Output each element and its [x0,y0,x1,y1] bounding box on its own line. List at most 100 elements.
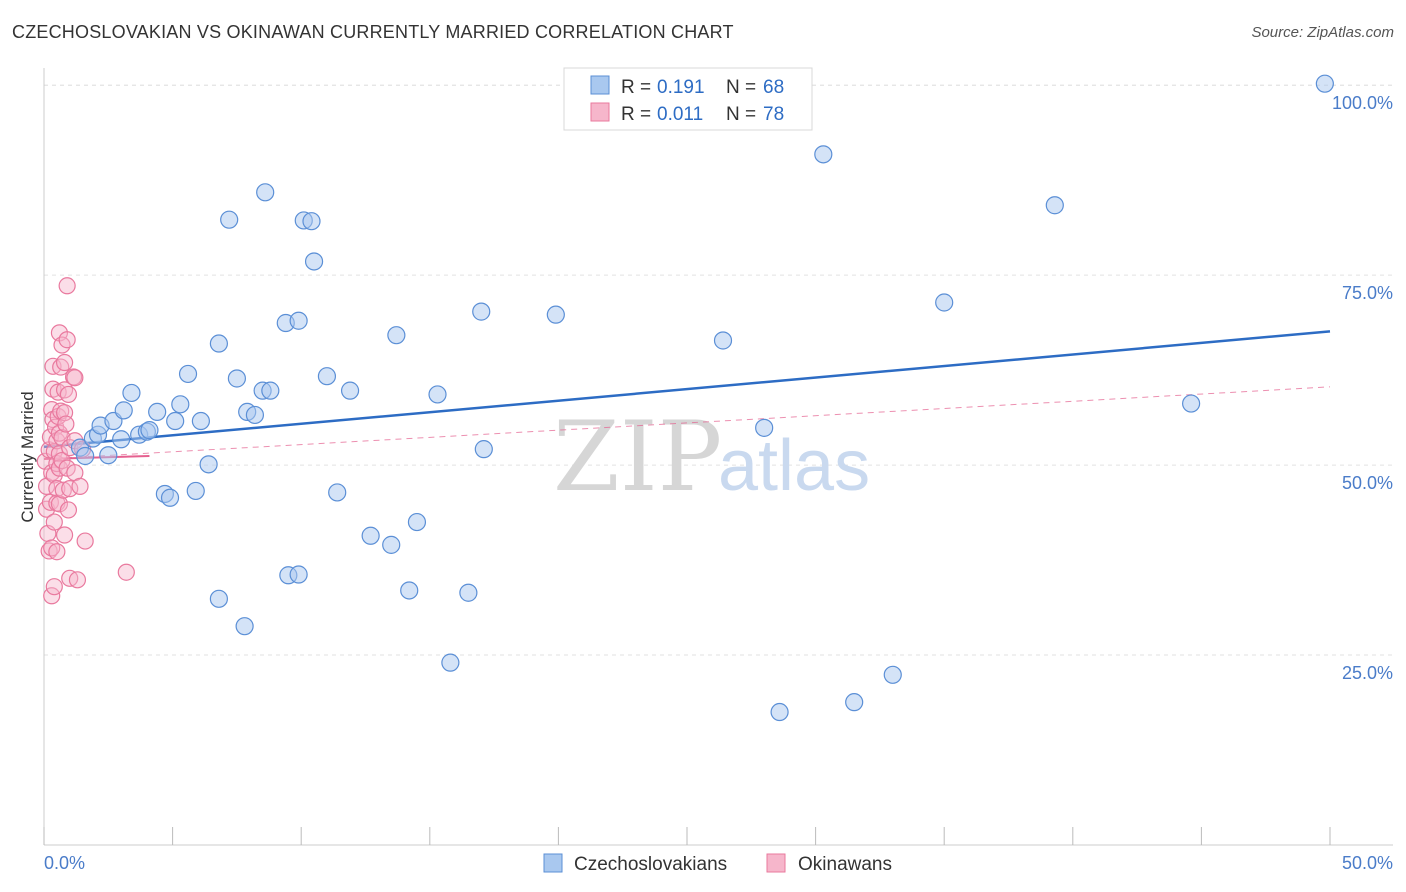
czechoslovakians-point-20 [191,411,210,431]
okinawans-point-54 [66,369,84,387]
y-tick-label-0: 25.0% [1342,663,1393,683]
czechoslovakians-point-5 [99,446,118,465]
legend-n-value-pink: 78 [763,104,784,125]
czechoslovakians-point-23 [209,589,228,608]
legend-r-label-blue: R = [621,77,651,98]
okinawans-point-51 [64,368,83,386]
series-legend-swatch-blue [543,853,563,873]
czechoslovakians-point-45 [400,581,419,600]
series-legend-label-blue: Czechoslovakians [574,854,727,875]
okinawans-point-28 [50,424,69,442]
czechoslovakians-point-1 [76,446,95,466]
okinawans-point-43 [58,331,76,349]
czechoslovakians-point-9 [122,383,141,403]
czechoslovakians-point-61 [1045,196,1064,215]
czechoslovakians-point-16 [166,411,185,431]
czechoslovakians-point-52 [546,305,565,324]
czechoslovakians-point-41 [340,381,360,400]
czechoslovakians-point-57 [814,145,833,164]
czechoslovakians-trend [43,330,1331,449]
czechoslovakians-point-18 [178,364,198,384]
czechoslovakians-point-17 [171,395,190,414]
czechoslovakians-point-62 [1182,394,1201,413]
czechoslovakians-point-51 [474,440,493,459]
czechoslovakians-point-50 [472,302,491,321]
czechoslovakians-point-24 [220,210,239,229]
okinawans-point-20 [48,454,66,473]
czechoslovakians-point-12 [140,421,159,440]
series-legend-swatch-pink [766,853,786,873]
czechoslovakians-point-47 [428,385,447,404]
czechoslovakians-point-22 [209,334,228,353]
czechoslovakians-points [70,74,1334,722]
czechoslovakians-point-48 [441,653,460,672]
czechoslovakians-point-26 [235,617,254,636]
okinawans-point-23 [48,543,66,561]
czechoslovakians-point-34 [289,565,308,584]
legend-n-label-blue: N = [726,77,756,98]
okinawans-point-49 [61,480,79,498]
watermark-zip: ZIP [553,401,722,513]
czechoslovakians-point-54 [713,331,733,350]
czechoslovakians-point-15 [160,488,180,507]
okinawans-point-42 [57,415,75,433]
okinawans-point-34 [53,336,71,354]
trend-lines [43,330,1331,461]
okinawans-point-17 [45,513,63,531]
okinawans-point-58 [76,532,94,550]
axes [43,68,1393,846]
okinawans-points [36,277,135,605]
czechoslovakians-point-55 [755,418,774,437]
czechoslovakians-point-19 [186,481,205,501]
correlation-legend: R = 0.191 N = 68 R = 0.011 N = 78 [563,67,813,131]
okinawans-point-59 [117,563,135,581]
czechoslovakians-point-56 [770,702,789,722]
czechoslovakians-point-58 [845,693,864,712]
czechoslovakians-point-39 [317,367,337,386]
okinawans-point-31 [50,495,69,513]
okinawans-trend [43,454,150,461]
czechoslovakians-point-43 [382,535,401,554]
y-tick-label-1: 50.0% [1342,473,1393,493]
x-tick-label-max: 50.0% [1342,853,1393,873]
y-tick-labels: 25.0% 50.0% 75.0% 100.0% [1332,93,1393,683]
okinawans-point-44 [58,277,76,295]
legend-swatch-blue [590,75,610,95]
czechoslovakians-point-38 [304,252,324,271]
legend-r-value-blue: 0.191 [657,77,705,98]
chart-title: CZECHOSLOVAKIAN VS OKINAWAN CURRENTLY MA… [12,22,734,42]
legend-n-value-blue: 68 [763,77,784,98]
czechoslovakians-point-30 [256,183,275,202]
czechoslovakians-point-7 [112,430,131,449]
watermark-atlas: atlas [718,426,870,506]
czechoslovakians-point-42 [361,526,380,545]
okinawans-point-38 [55,353,74,372]
czechoslovakians-point-21 [199,455,218,474]
legend-r-label-pink: R = [621,104,651,125]
okinawans-point-47 [59,501,78,519]
czechoslovakians-point-40 [328,483,347,502]
okinawans-trend-extended [43,386,1331,460]
czechoslovakians-point-60 [935,293,954,312]
czechoslovakians-point-59 [883,665,902,684]
source-credit: Source: ZipAtlas.com [1251,24,1394,41]
y-tick-label-2: 75.0% [1342,283,1393,303]
czechoslovakians-point-63 [1315,74,1334,93]
y-tick-label-3: 100.0% [1332,93,1393,113]
czechoslovakians-point-25 [227,369,246,388]
czechoslovakians-point-8 [114,401,133,420]
okinawans-point-41 [55,526,74,544]
czechoslovakians-point-37 [302,212,321,231]
czechoslovakians-point-35 [289,311,308,330]
y-axis-title: Currently Married [18,391,37,522]
czechoslovakians-point-44 [387,326,406,345]
x-tick-label-min: 0.0% [44,853,85,873]
legend-r-value-pink: 0.011 [657,104,703,125]
gridlines [44,84,1393,656]
czechoslovakians-point-49 [459,583,478,602]
czechoslovakians-point-28 [245,405,265,425]
series-legend-label-pink: Okinawans [798,854,892,875]
okinawans-point-55 [68,571,87,589]
czechoslovakians-point-13 [148,402,167,422]
